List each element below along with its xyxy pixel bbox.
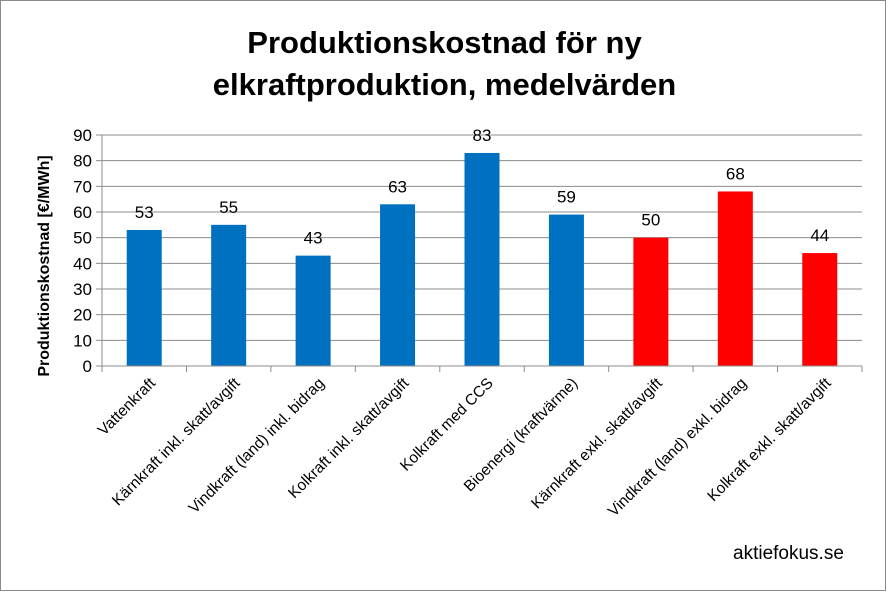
bar — [211, 224, 247, 366]
y-tick-label: 60 — [73, 203, 92, 222]
watermark: aktiefokus.se — [733, 543, 844, 564]
category-label: Vindkraft (land) inkl. bidrag — [186, 375, 328, 517]
bar — [717, 191, 753, 366]
y-tick-label: 70 — [73, 177, 92, 196]
y-tick-label: 10 — [73, 331, 92, 350]
bar — [633, 237, 669, 366]
category-label: Kolkraft med CCS — [397, 375, 497, 475]
bar — [802, 253, 838, 366]
data-label: 55 — [219, 198, 238, 217]
bar — [548, 214, 584, 366]
data-label: 44 — [810, 226, 829, 245]
y-tick-label: 0 — [83, 357, 92, 376]
bar — [295, 255, 331, 366]
y-tick-label: 90 — [73, 126, 92, 145]
bars — [126, 152, 838, 366]
data-label: 43 — [304, 229, 323, 248]
data-label: 59 — [557, 188, 576, 207]
chart-title-line-2: elkraftproduktion, medelvärden — [212, 67, 677, 102]
category-label: Vattenkraft — [95, 374, 160, 439]
y-tick-label: 50 — [73, 229, 92, 248]
bar — [126, 229, 162, 366]
bar — [380, 204, 416, 366]
y-axis-label: Produktionskostnad [€/MWh] — [36, 155, 53, 376]
data-label: 83 — [473, 126, 492, 145]
y-tick-label: 20 — [73, 306, 92, 325]
category-label: Vindkraft (land) exkl. bidrag — [605, 375, 750, 520]
axes: 0 10 20 30 40 50 60 70 80 90 — [73, 126, 863, 376]
y-tick-label: 30 — [73, 280, 92, 299]
data-label: 50 — [641, 211, 660, 230]
chart-title: Produktionskostnad för ny elkraftprodukt… — [0, 22, 889, 106]
data-label: 68 — [726, 164, 745, 183]
data-labels: 53 55 43 63 83 59 50 68 44 — [135, 126, 829, 248]
bar — [464, 152, 500, 366]
y-tick-label: 80 — [73, 152, 92, 171]
chart-title-line-1: Produktionskostnad för ny — [247, 25, 642, 60]
y-tick-label: 40 — [73, 254, 92, 273]
data-label: 63 — [388, 177, 407, 196]
data-label: 53 — [135, 203, 154, 222]
